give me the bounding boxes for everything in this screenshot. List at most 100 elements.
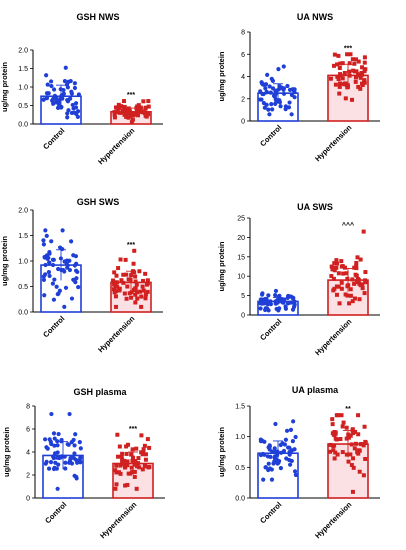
data-point <box>288 427 294 432</box>
data-point <box>293 472 298 478</box>
data-point <box>259 292 265 297</box>
data-point <box>145 437 150 442</box>
y-tick-label: 1.0 <box>18 85 28 92</box>
data-point <box>117 288 122 293</box>
data-point <box>258 89 263 94</box>
data-point <box>335 74 340 79</box>
y-tick-label: 4 <box>241 74 245 81</box>
data-point <box>63 466 68 471</box>
data-point <box>41 277 47 282</box>
data-point <box>63 460 68 465</box>
data-point <box>275 298 280 303</box>
data-point <box>362 424 367 429</box>
data-point <box>138 289 143 294</box>
data-point <box>71 253 76 258</box>
data-point <box>113 294 118 299</box>
significance-marker: *** <box>344 45 352 52</box>
x-tick-label: Hypertension <box>96 126 137 167</box>
data-point <box>354 279 359 284</box>
data-point <box>137 108 142 113</box>
data-point <box>273 293 278 298</box>
data-point <box>360 65 365 70</box>
data-point <box>342 265 347 270</box>
data-point <box>265 72 270 77</box>
data-point <box>70 102 75 108</box>
data-point <box>129 120 134 125</box>
y-tick-label: 0.0 <box>18 310 28 317</box>
data-point <box>277 306 282 311</box>
data-point <box>65 97 70 103</box>
data-point <box>55 105 61 110</box>
data-point <box>56 431 61 437</box>
data-point <box>73 268 79 273</box>
data-point <box>335 452 340 457</box>
data-point <box>136 461 141 466</box>
data-point <box>122 112 127 117</box>
data-point <box>289 458 294 464</box>
data-point <box>340 61 345 66</box>
data-point <box>129 290 134 295</box>
data-point <box>53 460 58 465</box>
data-point <box>138 105 143 110</box>
data-point <box>133 459 138 464</box>
chart-panel-6: UA plasma ug/mg protein 0.0 0.5 1.0 1.5 Contro… <box>217 385 380 540</box>
data-point <box>267 84 272 89</box>
data-point <box>133 279 138 284</box>
data-point <box>284 428 290 433</box>
data-point <box>139 294 144 299</box>
data-point <box>334 292 339 297</box>
data-point <box>260 438 265 444</box>
data-point <box>263 82 269 87</box>
data-point <box>70 455 75 460</box>
y-tick-label: 25 <box>237 216 245 223</box>
data-point <box>135 296 140 301</box>
data-point <box>53 100 58 105</box>
data-point <box>44 233 49 238</box>
data-point <box>112 110 117 115</box>
data-point <box>74 276 79 281</box>
data-point <box>113 468 118 473</box>
data-point <box>355 277 360 282</box>
data-point <box>272 454 278 459</box>
data-point <box>77 440 82 445</box>
data-point <box>54 284 59 289</box>
data-point <box>68 78 73 84</box>
data-point <box>269 467 274 472</box>
data-point <box>264 102 269 107</box>
data-point <box>130 117 135 122</box>
data-point <box>331 276 336 281</box>
data-point <box>277 100 283 105</box>
x-tick-label: Hypertension <box>313 123 354 164</box>
data-point <box>115 110 120 115</box>
data-point <box>336 53 341 58</box>
data-point <box>135 464 140 469</box>
data-point <box>352 446 357 451</box>
data-point <box>360 81 365 86</box>
data-point <box>336 77 341 82</box>
data-point <box>112 270 117 275</box>
y-tick-label: 0 <box>241 119 245 126</box>
data-point <box>116 102 121 107</box>
data-point <box>352 281 357 286</box>
data-point <box>332 268 337 273</box>
data-point <box>291 419 296 424</box>
data-point <box>43 262 48 268</box>
data-point <box>287 87 293 92</box>
data-point <box>49 239 54 244</box>
data-point <box>78 446 83 451</box>
data-point <box>137 269 142 274</box>
data-point <box>350 277 355 282</box>
data-point <box>348 52 353 57</box>
y-tick-label: 2.0 <box>18 48 28 55</box>
data-point <box>76 92 82 97</box>
data-point <box>44 95 50 101</box>
data-point <box>273 449 278 454</box>
data-point <box>336 413 341 418</box>
data-point <box>142 443 147 448</box>
data-point <box>341 271 346 276</box>
chart-panel-5: GSH plasma ug/mg protein 0 2 4 6 8 Control Hyper… <box>2 387 165 540</box>
data-point <box>274 88 279 93</box>
data-point <box>114 482 119 487</box>
data-point <box>362 55 367 60</box>
data-point <box>117 106 122 111</box>
